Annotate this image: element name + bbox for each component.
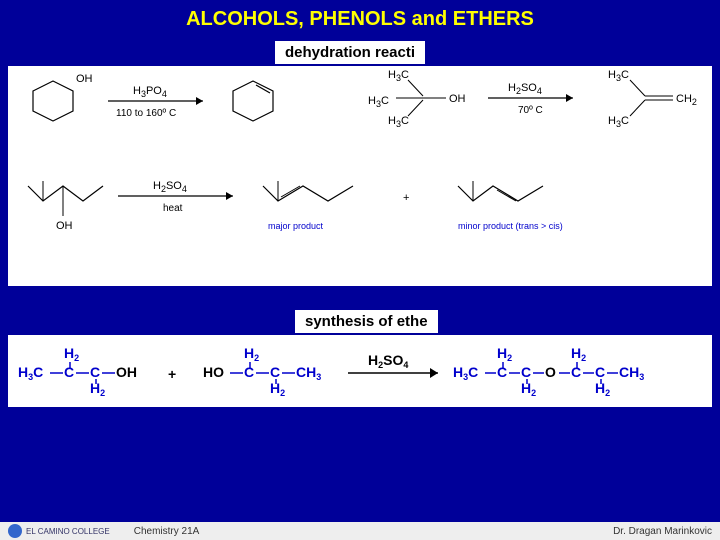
svg-text:C: C — [595, 364, 605, 380]
svg-text:H2: H2 — [595, 380, 610, 398]
svg-text:H2: H2 — [244, 345, 259, 363]
svg-text:H2SO4: H2SO4 — [153, 180, 187, 194]
propanol-left: H3C C H2 C H2 OH — [18, 345, 137, 398]
svg-text:CH3: CH3 — [296, 364, 321, 382]
svg-text:O: O — [545, 364, 556, 380]
svg-text:OH: OH — [116, 364, 137, 380]
arrow-3: H2SO4 heat — [118, 180, 233, 214]
minor-product: minor product (trans > cis) — [458, 181, 563, 231]
minor-label: minor product (trans > cis) — [458, 221, 563, 231]
arrow-4: H2SO4 — [348, 352, 438, 378]
propanol-right: HO C H2 C H2 CH3 — [203, 345, 321, 398]
svg-text:OH: OH — [56, 220, 73, 232]
reaction-panel-2: H3C C H2 C H2 OH + HO C H2 C H2 CH3 H2SO… — [8, 335, 712, 407]
svg-text:HO: HO — [203, 364, 224, 380]
svg-text:OH: OH — [449, 93, 466, 105]
reaction-panel-1: OH H3PO4 110 to 160º C H3C H3C H3C OH H2… — [8, 66, 712, 286]
cyclohexanol: OH — [33, 73, 93, 121]
subtitle-dehydration: dehydration reacti — [275, 41, 425, 64]
svg-text:C: C — [497, 364, 507, 380]
svg-text:C: C — [64, 364, 74, 380]
svg-text:70º C: 70º C — [518, 105, 543, 116]
plus-2: + — [168, 366, 176, 382]
svg-text:H3C: H3C — [18, 364, 43, 382]
arrow-1: H3PO4 110 to 160º C — [108, 85, 203, 119]
svg-text:H2: H2 — [64, 345, 79, 363]
college-logo-icon — [8, 524, 22, 538]
sec-alcohol: OH — [28, 181, 103, 232]
footer-left: EL CAMINO COLLEGE Chemistry 21A — [8, 524, 199, 538]
svg-text:C: C — [521, 364, 531, 380]
author-label: Dr. Dragan Marinkovic — [613, 526, 712, 537]
svg-text:heat: heat — [163, 203, 183, 214]
svg-text:H2SO4: H2SO4 — [368, 352, 408, 370]
dipropyl-ether: H3C C H2 C H2 O C H2 C H2 CH3 — [453, 345, 644, 398]
svg-text:C: C — [270, 364, 280, 380]
svg-text:H3C: H3C — [608, 69, 629, 83]
subtitle-ethers: synthesis of ethe — [295, 310, 438, 333]
conditions-1: 110 to 160º C — [116, 108, 176, 119]
cyclohexene — [233, 81, 273, 121]
reagent-1: H3PO4 — [133, 85, 167, 99]
oh-label: OH — [76, 73, 93, 85]
svg-text:H3C: H3C — [608, 115, 629, 129]
svg-text:H2: H2 — [497, 345, 512, 363]
svg-text:H2: H2 — [270, 380, 285, 398]
major-product: major product — [263, 181, 353, 231]
svg-text:H3C: H3C — [368, 95, 389, 109]
svg-text:C: C — [571, 364, 581, 380]
course-label: Chemistry 21A — [134, 526, 200, 537]
svg-text:H3C: H3C — [388, 115, 409, 129]
isobutylene: H3C H3C CH2 — [608, 69, 697, 129]
svg-text:CH3: CH3 — [619, 364, 644, 382]
tert-alcohol: H3C H3C H3C OH — [368, 69, 466, 129]
svg-text:H2: H2 — [521, 380, 536, 398]
svg-text:H2SO4: H2SO4 — [508, 82, 542, 96]
major-label: major product — [268, 221, 324, 231]
svg-text:H3C: H3C — [453, 364, 478, 382]
svg-text:H3C: H3C — [388, 69, 409, 83]
svg-text:H2: H2 — [571, 345, 586, 363]
svg-text:H2: H2 — [90, 380, 105, 398]
footer: EL CAMINO COLLEGE Chemistry 21A Dr. Drag… — [0, 522, 720, 540]
college-name: EL CAMINO COLLEGE — [26, 527, 110, 536]
svg-text:CH2: CH2 — [676, 93, 697, 107]
slide-title: ALCOHOLS, PHENOLS and ETHERS — [0, 0, 720, 31]
svg-text:C: C — [244, 364, 254, 380]
arrow-2: H2SO4 70º C — [488, 82, 573, 116]
ether-synthesis-diagram: H3C C H2 C H2 OH + HO C H2 C H2 CH3 H2SO… — [8, 335, 712, 407]
plus-1: + — [403, 192, 409, 204]
reactions-diagram-1: OH H3PO4 110 to 160º C H3C H3C H3C OH H2… — [8, 66, 712, 286]
svg-text:C: C — [90, 364, 100, 380]
